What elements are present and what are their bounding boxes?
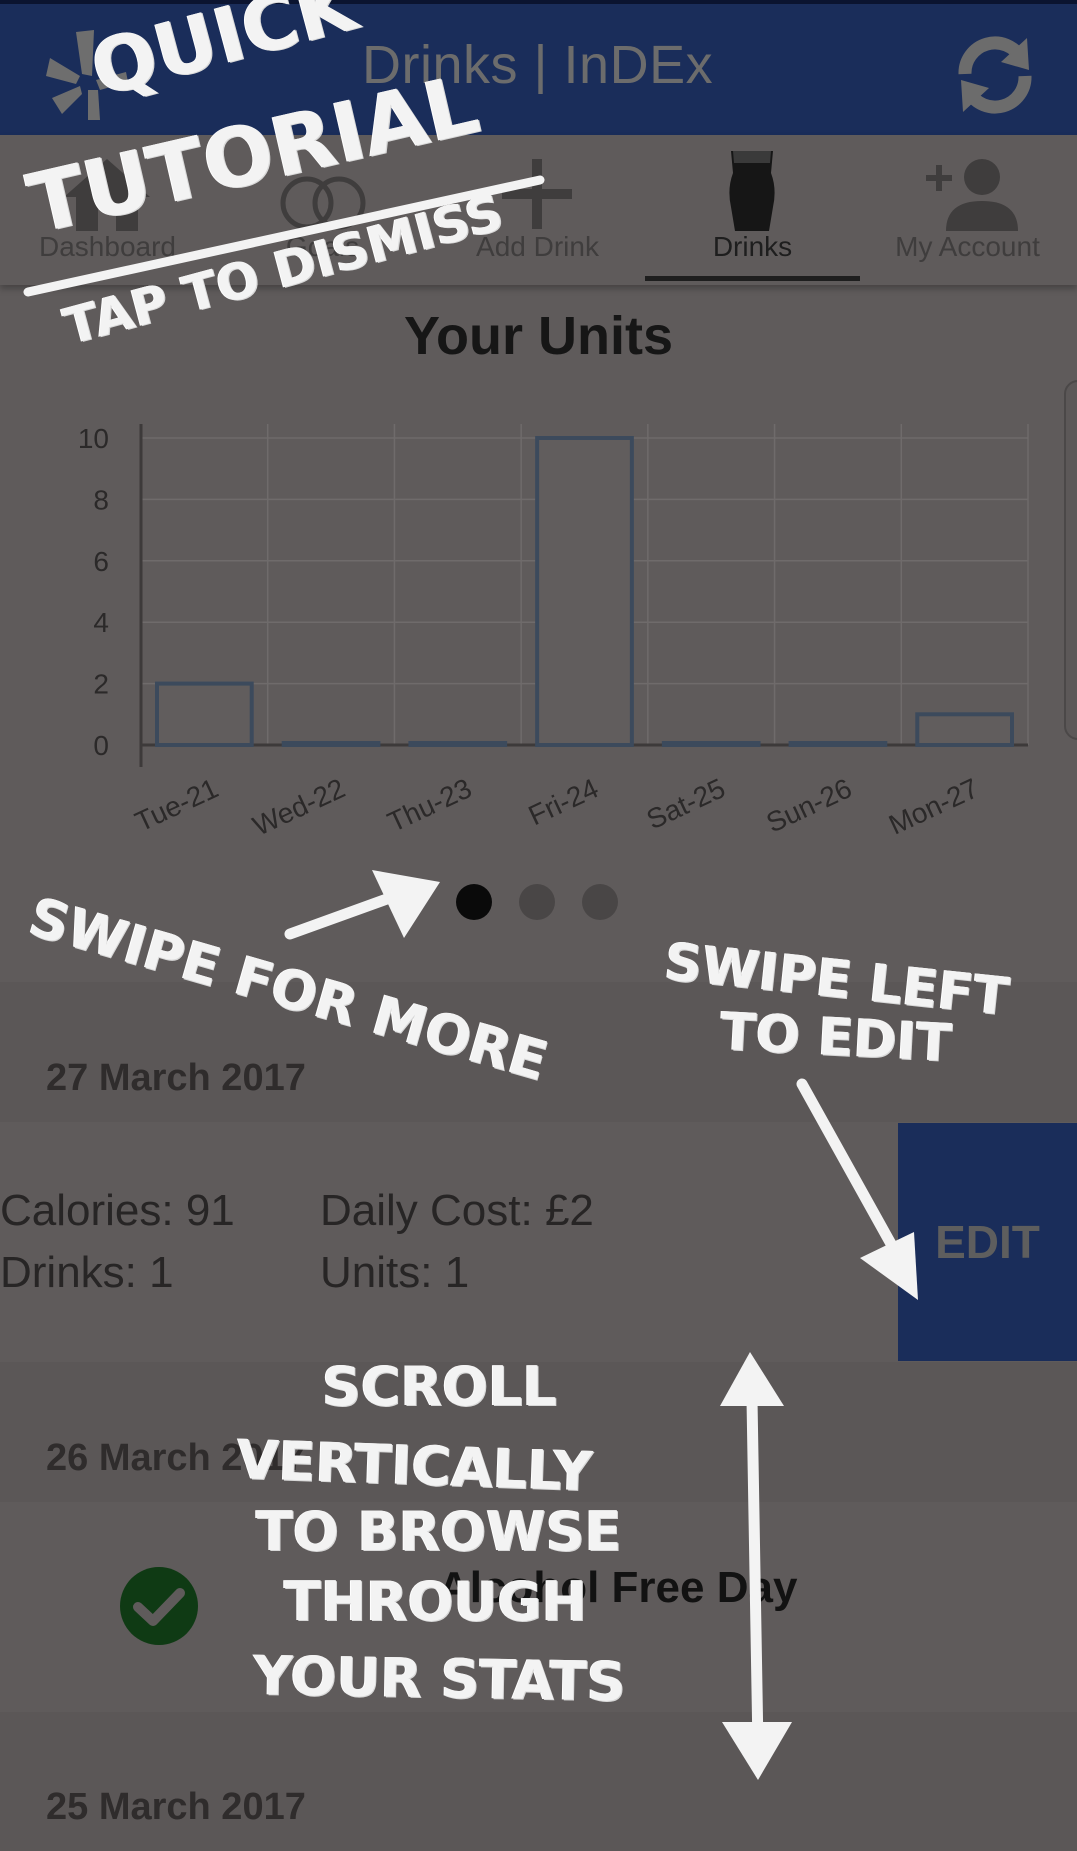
drinks-stat: Drinks: 1 [0, 1248, 174, 1297]
y-tick-label: 6 [93, 546, 109, 577]
add-person-icon [926, 159, 1018, 231]
tab-label: Add Drink [476, 231, 599, 262]
y-tick-label: 0 [93, 730, 109, 761]
bar-sat-25 [661, 741, 761, 747]
bar-sun-26 [788, 741, 888, 747]
add-icon [502, 159, 572, 229]
tab-label: Drinks [712, 231, 793, 262]
bar-fri-24 [535, 436, 634, 747]
tab-dashboard[interactable]: Dashboard [0, 135, 215, 285]
refresh-icon[interactable] [945, 30, 1045, 120]
to-browse-text: TO BROWSE [256, 1500, 622, 1563]
strike-line [23, 175, 545, 297]
alcohol-free-day-label: Alcohol Free Day [438, 1563, 798, 1612]
y-tick-label: 4 [93, 607, 109, 638]
app-title: Drinks | InDEx [362, 35, 714, 95]
yelp-burst-icon [46, 30, 128, 120]
pager-dot[interactable] [582, 884, 618, 920]
units-stat: Units: 1 [320, 1248, 470, 1297]
y-tick-label: 8 [93, 484, 109, 515]
daily-cost-stat: Daily Cost: £2 [320, 1186, 594, 1235]
tab-drinks[interactable]: Drinks [645, 135, 860, 285]
tab-add-drink[interactable]: Add Drink [430, 135, 645, 285]
pint-glass-icon [729, 151, 775, 231]
date-label: 25 March 2017 [46, 1786, 306, 1828]
date-label: 26 March 2017 [46, 1437, 306, 1479]
pager-dot[interactable] [519, 884, 555, 920]
through-text: THROUGH [284, 1570, 587, 1633]
tab-my-account[interactable]: My Account [860, 135, 1075, 285]
y-tick-label: 2 [93, 669, 109, 700]
chart-title: Your Units [404, 306, 673, 366]
date-header: 25 March 2017 [0, 1712, 1077, 1851]
scroll-text: SCROLL [322, 1355, 557, 1418]
date-label: 27 March 2017 [46, 1057, 306, 1099]
tab-label: My Account [895, 231, 1040, 262]
pager-dot-active[interactable] [456, 884, 492, 920]
arrow-to-pager-icon [284, 870, 440, 940]
scroll-arrow-icon [720, 1352, 792, 1780]
arrow-to-edit-icon [796, 1078, 918, 1300]
y-tick-label: 10 [78, 423, 109, 454]
edit-button[interactable]: EDIT [898, 1123, 1077, 1361]
edit-label: EDIT [935, 1216, 1040, 1268]
bar-wed-22 [281, 741, 381, 747]
tab-label: Dashboard [39, 231, 176, 262]
bar-thu-23 [408, 741, 508, 747]
date-header: 27 March 2017 [0, 982, 1077, 1122]
check-circle-icon [120, 1567, 198, 1645]
active-tab-indicator [645, 276, 860, 281]
home-icon [64, 159, 150, 231]
calories-stat: Calories: 91 [0, 1186, 235, 1235]
bar-mon-27 [915, 712, 1014, 747]
bar-tue-21 [155, 681, 254, 748]
app-header: Drinks | InDEx [0, 0, 1077, 135]
date-header: 26 March 2017 [0, 1362, 1077, 1502]
